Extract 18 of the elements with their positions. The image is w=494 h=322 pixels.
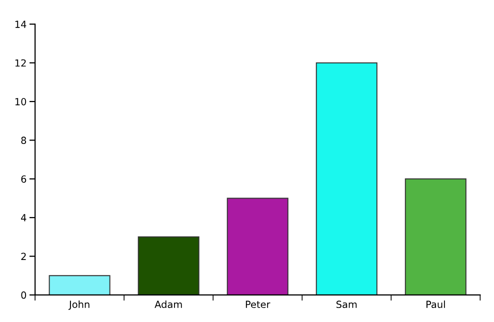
x-tick-label: Adam <box>154 300 182 308</box>
y-tick-label: 0 <box>21 291 26 299</box>
bar <box>138 236 200 295</box>
y-tick-label: 12 <box>15 59 26 67</box>
x-tick-label: Paul <box>426 300 445 308</box>
y-tick-label: 10 <box>15 98 26 106</box>
x-tick-label: Sam <box>336 300 357 308</box>
bar <box>48 275 110 295</box>
y-tick-label: 4 <box>21 214 26 222</box>
bar <box>316 62 378 295</box>
bar <box>404 178 466 295</box>
y-tick-label: 2 <box>21 252 26 260</box>
y-tick-label: 8 <box>21 136 26 144</box>
y-tick-label: 6 <box>21 175 26 183</box>
x-tick-label: Peter <box>246 300 270 308</box>
x-tick-label: John <box>68 300 90 310</box>
bar <box>226 198 288 295</box>
y-tick-label: 14 <box>15 20 26 28</box>
